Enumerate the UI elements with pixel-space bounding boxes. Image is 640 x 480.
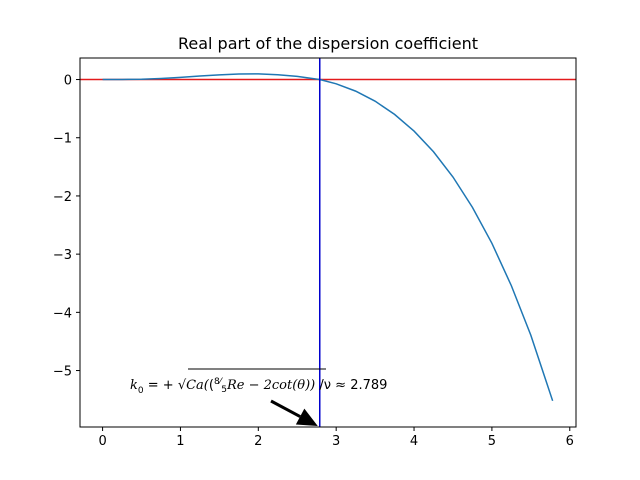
axes-frame bbox=[79, 57, 577, 428]
x-tick-label: 0 bbox=[98, 434, 106, 449]
annotation-arrow-head bbox=[295, 408, 318, 426]
y-tick-label: −5 bbox=[53, 365, 72, 380]
annotation: k0 = + √Ca((8⁄5Re − 2cot(θ)) /ν ≈ 2.789 bbox=[130, 368, 387, 426]
x-tick-label: 4 bbox=[410, 434, 418, 449]
x-tick-label: 1 bbox=[176, 434, 184, 449]
plot-border bbox=[79, 57, 577, 428]
y-tick-label: −1 bbox=[53, 132, 72, 147]
x-tick-label: 5 bbox=[488, 434, 496, 449]
x-tick-label: 2 bbox=[254, 434, 262, 449]
y-axis: 0 −1 −2 −3 −4 −5 bbox=[53, 74, 80, 380]
x-tick-label: 6 bbox=[566, 434, 574, 449]
y-tick-label: 0 bbox=[64, 74, 72, 89]
series-line-0 bbox=[102, 73, 554, 402]
y-tick-label: −4 bbox=[53, 306, 72, 321]
y-tick-label: −2 bbox=[53, 190, 72, 205]
chart-title: Real part of the dispersion coefficient bbox=[178, 34, 478, 53]
x-axis: 0 1 2 3 4 5 6 bbox=[98, 427, 574, 449]
x-tick-label: 3 bbox=[332, 434, 340, 449]
y-tick-label: −3 bbox=[53, 248, 72, 263]
annotation-arrow-shaft bbox=[270, 399, 301, 418]
annotation-text: k0 = + √Ca((8⁄5Re − 2cot(θ)) /ν ≈ 2.789 bbox=[130, 377, 387, 396]
